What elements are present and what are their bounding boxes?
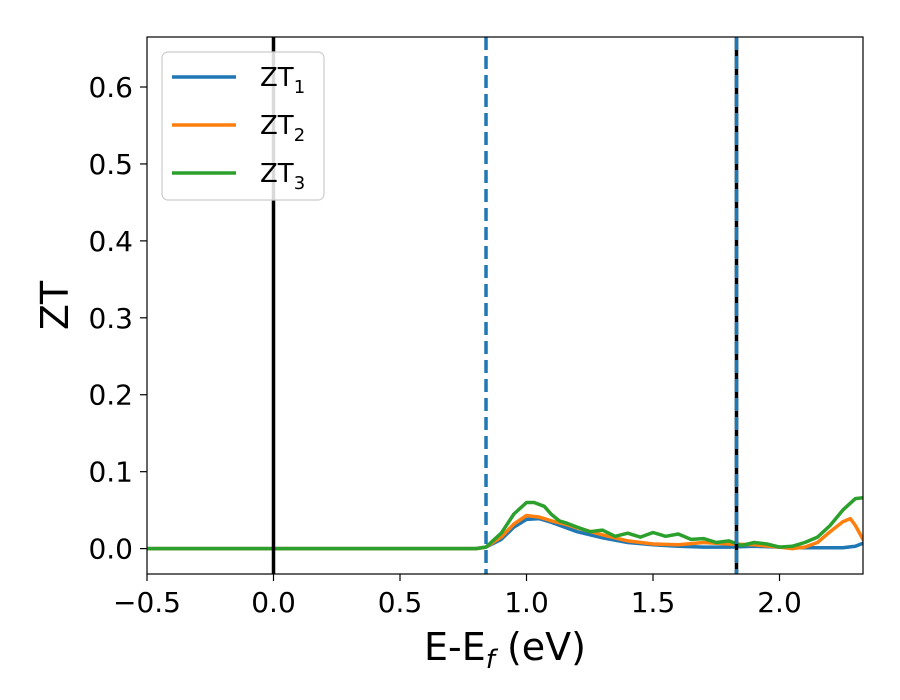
y-tick-label: 0.2: [88, 379, 133, 412]
y-tick-label: 0.4: [88, 225, 133, 258]
series-line-3: [147, 496, 863, 551]
legend-label-3: ZT3: [260, 159, 305, 194]
legend: ZT1 ZT2 ZT3: [161, 51, 325, 201]
legend-label-2: ZT2: [260, 111, 305, 146]
y-tick-label: 0.0: [88, 533, 133, 566]
x-tick-label: 1.5: [631, 586, 676, 619]
x-axis-title-unit: (eV): [495, 625, 586, 669]
x-axis-title: E-Ef (eV): [424, 625, 586, 675]
y-tick-label: 0.3: [88, 302, 133, 335]
x-tick-label: 0.5: [378, 586, 423, 619]
x-tick-label: 1.0: [504, 586, 549, 619]
x-axis-ticks: −0.5 0.0 0.5 1.0 1.5 2.0: [113, 574, 802, 619]
y-tick-label: 0.5: [88, 148, 133, 181]
x-tick-label: −0.5: [113, 586, 181, 619]
x-tick-label: 0.0: [251, 586, 296, 619]
y-axis-ticks: 0.0 0.1 0.2 0.3 0.4 0.5 0.6: [88, 71, 147, 566]
x-axis-title-main: E-E: [424, 625, 486, 669]
y-tick-label: 0.1: [88, 456, 133, 489]
y-tick-label: 0.6: [88, 71, 133, 104]
legend-label-1: ZT1: [260, 63, 305, 98]
y-axis-title: ZT: [33, 280, 77, 330]
legend-box: [161, 51, 325, 201]
series-line-2: [147, 513, 863, 551]
plot-frame: [146, 36, 864, 575]
x-tick-label: 2.0: [757, 586, 802, 619]
